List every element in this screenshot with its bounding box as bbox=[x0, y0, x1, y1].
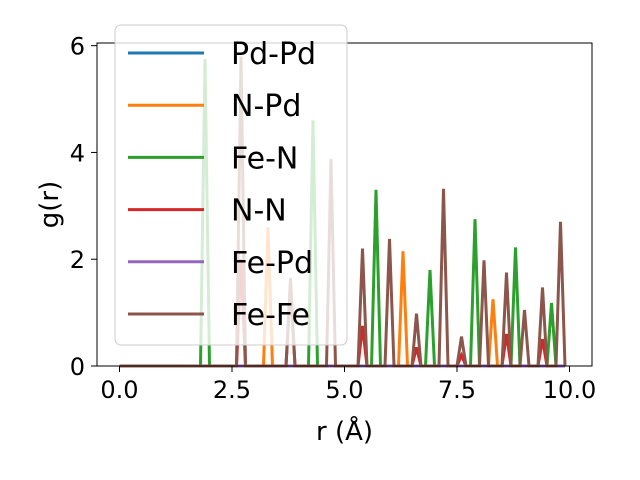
y-axis-label: g(r) bbox=[35, 181, 65, 228]
x-axis-ticks: 0.0 2.5 5.0 7.5 10.0 bbox=[100, 366, 596, 404]
legend-label: Fe-Fe bbox=[231, 298, 310, 333]
y-tick-label: 2 bbox=[70, 246, 85, 274]
legend-box bbox=[114, 24, 348, 346]
legend-label: Fe-N bbox=[231, 141, 298, 176]
legend-label: N-Pd bbox=[231, 89, 301, 124]
x-tick-label: 10.0 bbox=[543, 376, 596, 404]
x-tick-label: 2.5 bbox=[213, 376, 251, 404]
y-tick-label: 0 bbox=[70, 353, 85, 381]
y-tick-label: 4 bbox=[70, 139, 85, 167]
y-tick-label: 6 bbox=[70, 33, 85, 61]
x-axis-label: r (Å) bbox=[316, 415, 373, 447]
y-axis-ticks: 0 2 4 6 bbox=[70, 33, 97, 381]
legend-label: Pd-Pd bbox=[231, 37, 316, 72]
x-tick-label: 0.0 bbox=[100, 376, 138, 404]
x-tick-label: 7.5 bbox=[438, 376, 476, 404]
x-tick-label: 5.0 bbox=[325, 376, 363, 404]
legend: Pd-Pd N-Pd Fe-N N-N Fe-Pd Fe-Fe bbox=[114, 24, 348, 346]
legend-label: N-N bbox=[231, 194, 287, 229]
legend-label: Fe-Pd bbox=[231, 246, 313, 281]
